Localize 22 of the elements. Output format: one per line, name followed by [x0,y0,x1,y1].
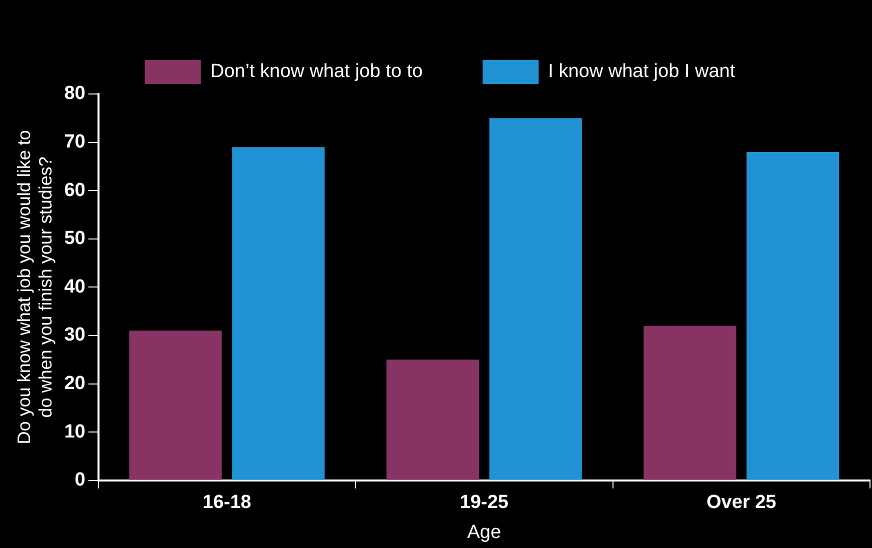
bar [746,152,840,480]
x-tick-label: Over 25 [706,492,777,514]
legend-label: I know what job I want [548,61,736,82]
y-tick-label: 30 [64,324,86,346]
y-tick-label: 20 [64,373,86,394]
x-tick-label: 16-18 [202,492,252,514]
bar [232,147,325,480]
y-tick-label: 60 [64,180,86,201]
y-tick-label: 0 [74,470,86,491]
y-tick-label: 10 [64,421,86,442]
bar [489,118,582,480]
y-tick-label: 70 [64,132,86,153]
y-axis-title: Do you know what job you would like to do when you finish your studies? [14,130,56,444]
legend-label: Don’t know what job to to [210,61,423,82]
y-tick-label: 40 [64,276,86,298]
y-tick-label: 80 [64,83,86,104]
x-tick-label: 19-25 [460,492,509,514]
bar [644,326,736,480]
x-axis-title: Age [467,522,502,543]
y-tick-label: 50 [64,228,86,250]
bar [129,330,222,480]
bar [386,360,480,480]
